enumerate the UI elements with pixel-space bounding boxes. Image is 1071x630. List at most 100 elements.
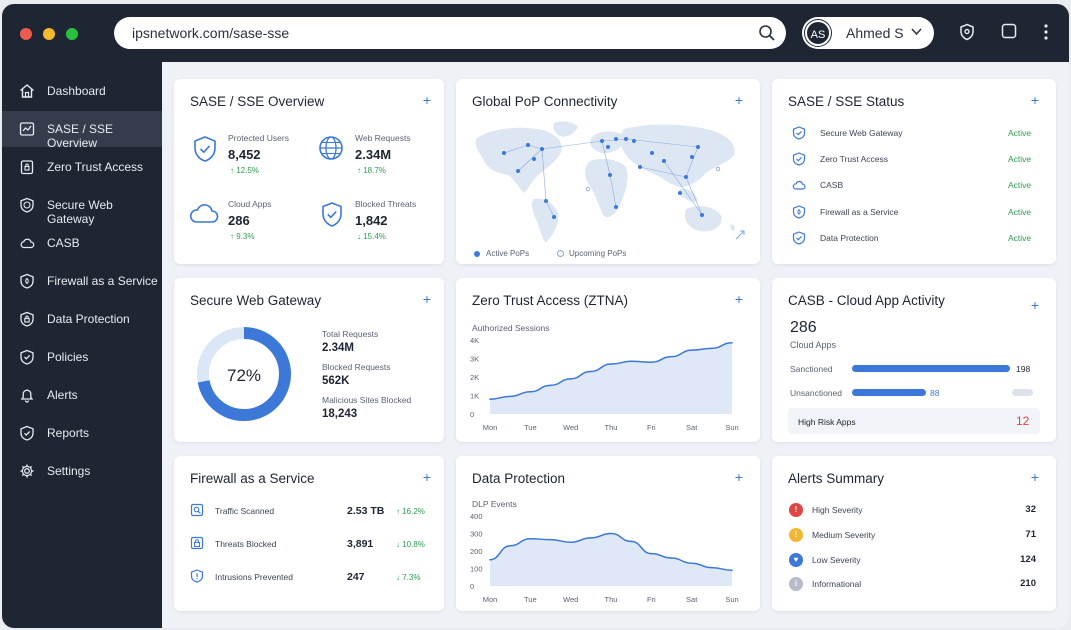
- card-title: Global PoP Connectivity: [472, 94, 618, 109]
- add-widget-button[interactable]: +: [1030, 92, 1040, 108]
- add-widget-button[interactable]: +: [422, 469, 432, 485]
- stat-delta: ↓ 15.4%: [357, 232, 386, 241]
- sidebar-item-reports[interactable]: Reports: [2, 415, 162, 451]
- ztna-area-chart[interactable]: 0 1K 2K 3K 4K Mon Tue Wed Thu Fri Sat Sun: [464, 336, 754, 436]
- alert-row[interactable]: ! Medium Severity 71: [772, 527, 1056, 545]
- x-tick-label: Sun: [725, 423, 738, 432]
- alert-label: High Severity: [812, 505, 863, 515]
- data-point: [711, 566, 713, 569]
- globe-icon: [319, 136, 343, 160]
- data-point: [650, 552, 653, 555]
- sidebar-item-policies[interactable]: Policies: [2, 339, 162, 375]
- data-point: [590, 370, 592, 373]
- close-window-dot[interactable]: [20, 28, 32, 40]
- status-badge: Active: [1008, 232, 1032, 243]
- sidebar-item-secure-web-gateway[interactable]: Secure Web Gateway: [2, 187, 162, 226]
- severity-icon: i: [789, 577, 803, 592]
- alert-row[interactable]: ♥ Low Severity 124: [772, 552, 1056, 570]
- world-map[interactable]: [466, 117, 751, 247]
- maximize-window-dot[interactable]: [66, 28, 78, 40]
- upcoming-pop-legend-dot: [557, 250, 564, 257]
- search-icon[interactable]: [758, 24, 776, 42]
- minimize-window-dot[interactable]: [43, 28, 55, 40]
- casb-row-value: 88: [930, 388, 940, 398]
- sidebar-item-settings[interactable]: Settings: [2, 453, 162, 489]
- status-row[interactable]: Zero Trust Access Active: [772, 151, 1056, 169]
- data-point: [549, 384, 552, 387]
- avatar: AS: [805, 20, 831, 46]
- status-label: Secure Web Gateway: [820, 128, 903, 138]
- overview-icon: [19, 122, 35, 136]
- y-tick-label: 0: [470, 410, 474, 419]
- area-fill: [490, 342, 732, 414]
- add-widget-button[interactable]: +: [422, 92, 432, 108]
- sidebar-item-alerts[interactable]: Alerts: [2, 377, 162, 413]
- sidebar-item-zero-trust-access[interactable]: Zero Trust Access: [2, 149, 162, 185]
- fwaas-row-value: 247: [347, 571, 365, 583]
- sidebar-item-label: Settings: [47, 464, 91, 478]
- status-label: Firewall as a Service: [820, 206, 899, 217]
- stat-value: 286: [228, 213, 250, 228]
- sidebar-item-firewall[interactable]: Firewall as a Service: [2, 263, 162, 299]
- cloud-icon: [792, 181, 806, 190]
- card-title: Zero Trust Access (ZTNA): [472, 293, 629, 308]
- sidebar-item-label: Data Protection: [47, 312, 130, 326]
- address-bar[interactable]: ipsnetwork.com/sase-sse: [114, 17, 786, 49]
- x-tick-label: Thu: [605, 595, 618, 604]
- add-widget-button[interactable]: +: [1030, 469, 1040, 485]
- add-widget-button[interactable]: +: [422, 291, 432, 307]
- high-risk-value: 12: [1016, 414, 1030, 428]
- add-widget-button[interactable]: +: [734, 469, 744, 485]
- data-point: [590, 537, 592, 539]
- fwaas-row-value: 3,891: [347, 538, 374, 550]
- alerts-card: Alerts Summary + ! High Severity 32! Medium…: [772, 456, 1056, 611]
- sidebar-item-casb[interactable]: CASB: [2, 225, 162, 261]
- legend-upcoming: Upcoming PoPs: [569, 249, 627, 258]
- status-label: Zero Trust Access: [820, 154, 889, 165]
- alert-label: Low Severity: [812, 554, 861, 565]
- more-options-icon[interactable]: [1043, 23, 1049, 41]
- stat-value: 18,243: [322, 408, 358, 420]
- stat-label: Protected Users: [228, 133, 289, 143]
- sidebar-item-overview[interactable]: SASE / SSE Overview: [2, 111, 162, 150]
- casb-count-label: Cloud Apps: [790, 340, 837, 350]
- casb-count: 286: [790, 319, 817, 336]
- stat-value: 8,452: [228, 147, 261, 162]
- user-menu[interactable]: AS Ahmed S: [802, 17, 934, 49]
- dlp-area-chart[interactable]: 0 100 200 300 400 Mon Tue Wed Thu Fri Sat Sun: [464, 512, 754, 608]
- sidebar-item-data-protection[interactable]: Data Protection: [2, 301, 162, 337]
- shield-settings-icon[interactable]: [958, 23, 976, 41]
- y-tick-label: 4K: [470, 336, 479, 345]
- sidebar-item-dashboard[interactable]: Dashboard: [2, 73, 162, 109]
- app-window: ipsnetwork.com/sase-sse AS Ahmed S: [2, 4, 1069, 628]
- status-row[interactable]: Firewall as a Service Active: [772, 204, 1056, 222]
- unsanctioned-bar-remainder: [1012, 389, 1033, 396]
- sidebar-item-label: CASB: [47, 236, 80, 250]
- data-point: [569, 378, 572, 380]
- data-point: [549, 538, 552, 541]
- status-row[interactable]: CASB Active: [772, 177, 1056, 195]
- alert-row[interactable]: i Informational 210: [772, 576, 1056, 594]
- data-point: [731, 341, 733, 344]
- lock-icon: [20, 160, 34, 175]
- stat-label: Malicious Sites Blocked: [322, 395, 412, 405]
- high-risk-apps-row[interactable]: High Risk Apps 12: [788, 408, 1040, 434]
- stat-delta: ↑ 12.5%: [230, 166, 259, 175]
- add-widget-button[interactable]: +: [734, 291, 744, 307]
- legend-active: Active PoPs: [486, 249, 530, 258]
- x-tick-label: Tue: [524, 423, 537, 432]
- sidebar: Dashboard SASE / SSE Overview Zero Trust…: [2, 62, 162, 628]
- add-widget-button[interactable]: +: [1030, 297, 1040, 313]
- casb-row-value: 198: [1016, 364, 1031, 374]
- status-label: CASB: [820, 180, 844, 191]
- status-badge: Active: [1008, 154, 1032, 165]
- status-row[interactable]: Secure Web Gateway Active: [772, 125, 1056, 143]
- window-icon[interactable]: [1001, 23, 1017, 39]
- report-icon: [20, 425, 34, 441]
- status-row[interactable]: Data Protection Active: [772, 230, 1056, 248]
- data-point: [509, 544, 511, 547]
- add-widget-button[interactable]: +: [734, 92, 744, 108]
- shield-check-icon: [194, 136, 216, 162]
- fwaas-row-label: Intrusions Prevented: [215, 572, 293, 582]
- alert-row[interactable]: ! High Severity 32: [772, 502, 1056, 520]
